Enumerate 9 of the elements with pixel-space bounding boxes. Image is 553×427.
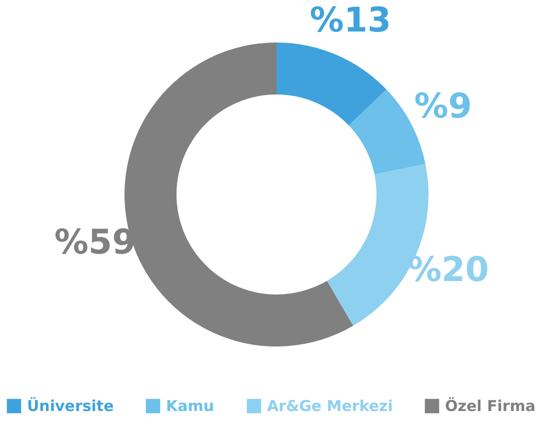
data-label: %13 xyxy=(310,0,392,41)
legend-label: Ar&Ge Merkezi xyxy=(267,397,393,416)
donut-slice xyxy=(276,42,386,126)
data-label: %20 xyxy=(407,250,489,290)
legend-label: Özel Firma xyxy=(445,397,536,416)
legend-label: Kamu xyxy=(166,397,214,416)
data-label: %9 xyxy=(414,86,472,126)
data-label: %59 xyxy=(54,222,136,263)
legend-label: Üniversite xyxy=(27,397,114,416)
